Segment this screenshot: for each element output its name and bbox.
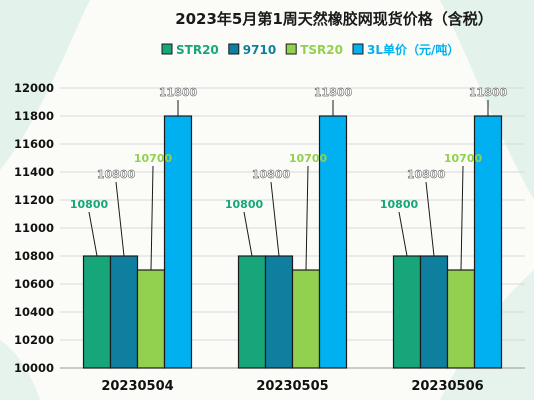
y-tick-label: 11600 bbox=[14, 137, 54, 151]
bar-0-2 bbox=[136, 269, 166, 369]
data-label-leader bbox=[243, 211, 253, 257]
data-label: 10800 bbox=[407, 168, 446, 181]
bar-2-1 bbox=[419, 255, 449, 369]
legend-label: 9710 bbox=[243, 43, 276, 57]
y-tick-label: 12000 bbox=[14, 81, 54, 95]
y-tick-label: 11200 bbox=[14, 193, 54, 207]
y-axis: 10000 10200 10400 10600 10800 11000 11200 11400… bbox=[14, 81, 54, 375]
x-tick-label: 20230504 bbox=[101, 379, 173, 394]
bar-0-1 bbox=[109, 255, 139, 369]
data-labels: 10800 10800 10700 11800 10800 10800 10700 11800… bbox=[70, 86, 508, 271]
x-tick-label: 20230505 bbox=[256, 379, 328, 394]
y-tick-label: 10600 bbox=[14, 277, 54, 291]
chart-bars bbox=[82, 115, 503, 369]
data-label-leader bbox=[150, 165, 154, 271]
bar-2-0 bbox=[392, 255, 422, 369]
legend-swatch bbox=[352, 43, 364, 55]
legend-swatch bbox=[228, 43, 240, 55]
data-label-leader bbox=[88, 211, 98, 257]
data-label-leader bbox=[460, 165, 464, 271]
y-tick-label: 10400 bbox=[14, 305, 54, 319]
legend-swatch bbox=[161, 43, 173, 55]
legend-label: 3L单价（元/吨） bbox=[367, 42, 459, 57]
data-label: 11800 bbox=[314, 86, 353, 99]
y-tick-label: 10000 bbox=[14, 361, 54, 375]
y-tick-label: 10200 bbox=[14, 333, 54, 347]
data-label-leader bbox=[270, 181, 280, 257]
data-label-leader bbox=[115, 181, 125, 257]
legend-label: TSR20 bbox=[300, 43, 343, 57]
bar-0-3 bbox=[163, 115, 193, 369]
data-label: 10700 bbox=[134, 152, 173, 165]
data-label: 10700 bbox=[289, 152, 328, 165]
y-tick-label: 11000 bbox=[14, 221, 54, 235]
data-label-leader bbox=[425, 181, 435, 257]
bar-1-0 bbox=[237, 255, 267, 369]
chart-title: 2023年5月第1周天然橡胶网现货价格（含税） bbox=[175, 10, 493, 28]
x-tick-label: 20230506 bbox=[411, 379, 483, 394]
y-tick-label: 11800 bbox=[14, 109, 54, 123]
data-label: 11800 bbox=[469, 86, 508, 99]
bar-2-2 bbox=[446, 269, 476, 369]
data-label: 11800 bbox=[159, 86, 198, 99]
data-label-leader bbox=[398, 211, 408, 257]
data-label: 10700 bbox=[444, 152, 483, 165]
data-label: 10800 bbox=[70, 198, 109, 211]
data-label: 10800 bbox=[380, 198, 419, 211]
bar-2-3 bbox=[473, 115, 503, 369]
chart-legend: STR20 9710 TSR20 3L单价（元/吨） bbox=[161, 42, 459, 57]
data-label: 10800 bbox=[252, 168, 291, 181]
data-label-leader bbox=[305, 165, 309, 271]
legend-swatch bbox=[285, 43, 297, 55]
bar-1-3 bbox=[318, 115, 348, 369]
x-axis: 20230504 20230505 20230506 bbox=[101, 379, 483, 394]
data-label: 10800 bbox=[225, 198, 264, 211]
legend-label: STR20 bbox=[176, 43, 219, 57]
bar-1-2 bbox=[291, 269, 321, 369]
y-tick-label: 11400 bbox=[14, 165, 54, 179]
bar-0-0 bbox=[82, 255, 112, 369]
y-tick-label: 10800 bbox=[14, 249, 54, 263]
bar-1-1 bbox=[264, 255, 294, 369]
data-label: 10800 bbox=[97, 168, 136, 181]
